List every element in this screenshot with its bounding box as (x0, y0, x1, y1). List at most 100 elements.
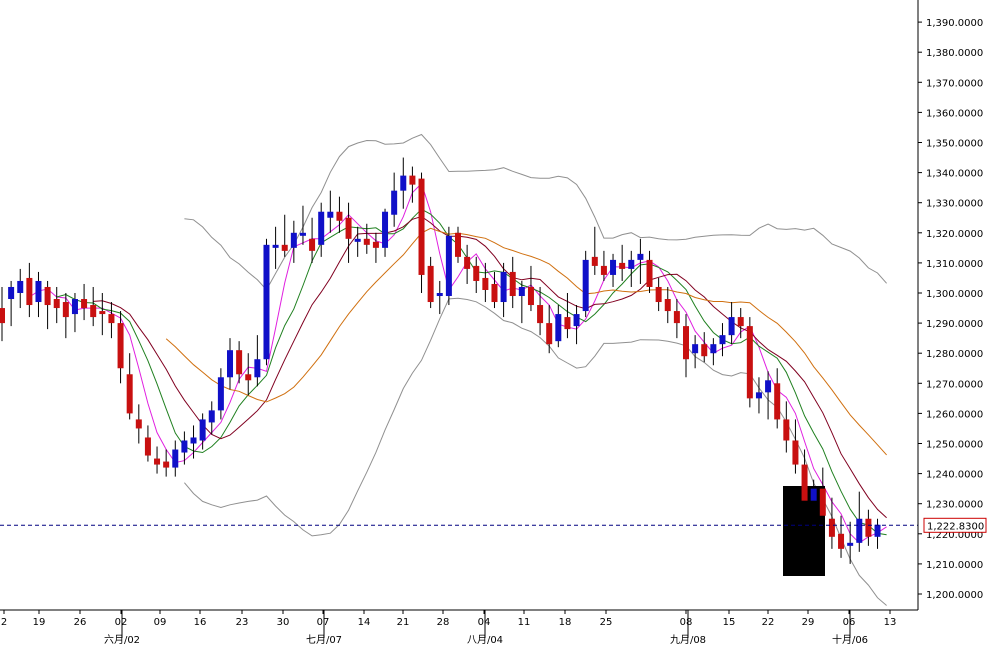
candle-body (245, 374, 252, 381)
x-tick-label: 28 (437, 617, 450, 628)
candle-body (865, 518, 872, 537)
candle-body (710, 344, 717, 354)
x-tick-label: 02 (115, 617, 128, 628)
candle-body (655, 286, 662, 303)
x-tick-label: 15 (723, 617, 736, 628)
x-month-label: 九月/08 (670, 634, 706, 646)
y-tick-label: 1,250.0000 (926, 440, 983, 451)
candle-body (537, 305, 544, 324)
candle-body (263, 244, 270, 360)
candle-body (190, 437, 197, 444)
candle-body (719, 335, 726, 345)
x-tick-label: 30 (277, 617, 290, 628)
bollinger-upper-line (184, 133, 887, 291)
x-tick-label: 07 (317, 617, 330, 628)
x-month-label: 六月/02 (104, 634, 140, 646)
candle-body (500, 271, 507, 303)
candle-body (99, 311, 106, 315)
x-tick-label: 08 (680, 617, 693, 628)
x-tick-label: 29 (802, 617, 815, 628)
candle-body (445, 235, 452, 297)
candle-body (737, 317, 744, 327)
candle-body (637, 253, 644, 260)
candle-body (582, 259, 589, 312)
candle-body (0, 308, 5, 324)
y-tick-label: 1,290.0000 (926, 319, 983, 330)
candle-body (126, 374, 133, 414)
y-tick-label: 1,340.0000 (926, 169, 983, 180)
candle-body (728, 317, 735, 336)
candle-body (783, 419, 790, 441)
candle-body (646, 259, 653, 287)
candle-body (90, 305, 97, 318)
candle-body (482, 277, 489, 290)
candle-body (309, 238, 316, 251)
candle-body (856, 518, 863, 543)
candle-body (455, 232, 461, 257)
candle-body (154, 458, 161, 465)
candle-body (327, 211, 334, 218)
candle-body (254, 359, 261, 378)
last-price-box: 1,222.8300 (923, 517, 987, 533)
candle-body (828, 518, 835, 537)
bollinger-lower-line (184, 297, 887, 606)
candles (0, 157, 881, 564)
candle-body (71, 299, 78, 315)
candle-body (208, 410, 215, 423)
candle-body (227, 350, 233, 378)
candle-body (144, 437, 151, 456)
candle-body (281, 244, 288, 251)
x-tick-label: 04 (478, 617, 491, 628)
candle-body (774, 383, 781, 420)
candle-body (117, 323, 124, 369)
candle-body (409, 175, 416, 185)
candle-body (591, 256, 598, 266)
candle-body (610, 259, 617, 275)
candle-body (53, 299, 60, 309)
candle-body (400, 175, 407, 191)
y-tick-label: 1,230.0000 (926, 500, 983, 511)
x-tick-label: 09 (154, 617, 167, 628)
ma-slow-line (93, 215, 887, 519)
candle-body (509, 271, 516, 297)
candle-body (664, 299, 671, 312)
y-tick-label: 1,300.0000 (926, 289, 983, 300)
candle-body (108, 314, 115, 324)
candle-body (163, 461, 170, 468)
candle-body (701, 344, 708, 357)
x-tick-label: 26 (74, 617, 87, 628)
candle-body (318, 211, 325, 245)
x-tick-label: 23 (236, 617, 249, 628)
x-tick-label: 06 (843, 617, 856, 628)
candle-body (172, 449, 179, 468)
y-tick-label: 1,270.0000 (926, 379, 983, 390)
x-tick-label: 16 (194, 617, 207, 628)
candle-body (847, 542, 854, 546)
candle-body (181, 440, 188, 453)
x-month-label: 八月/04 (467, 634, 503, 646)
candle-body (755, 392, 762, 399)
x-tick-label: 19 (33, 617, 46, 628)
x-tick-label: 2 (1, 617, 7, 628)
candle-body (372, 241, 379, 248)
candle-body (619, 262, 626, 269)
candle-body (746, 326, 753, 399)
candle-body (838, 533, 845, 549)
candle-body (391, 190, 398, 215)
candle-body (217, 377, 224, 411)
axes (0, 0, 919, 611)
candle-body (491, 283, 498, 303)
candle-body (874, 524, 881, 537)
y-tick-label: 1,310.0000 (926, 259, 983, 270)
candle-body (765, 380, 772, 393)
bollinger-bands (184, 133, 887, 606)
candle-body (26, 277, 33, 306)
y-tick-label: 1,390.0000 (926, 18, 983, 29)
x-tick-label: 11 (518, 617, 531, 628)
candle-body (628, 259, 635, 269)
candle-body (673, 311, 680, 324)
x-tick-label: 18 (559, 617, 572, 628)
candle-body (792, 440, 799, 465)
